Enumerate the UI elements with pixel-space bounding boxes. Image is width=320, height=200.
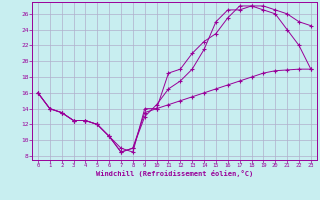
X-axis label: Windchill (Refroidissement éolien,°C): Windchill (Refroidissement éolien,°C) bbox=[96, 170, 253, 177]
